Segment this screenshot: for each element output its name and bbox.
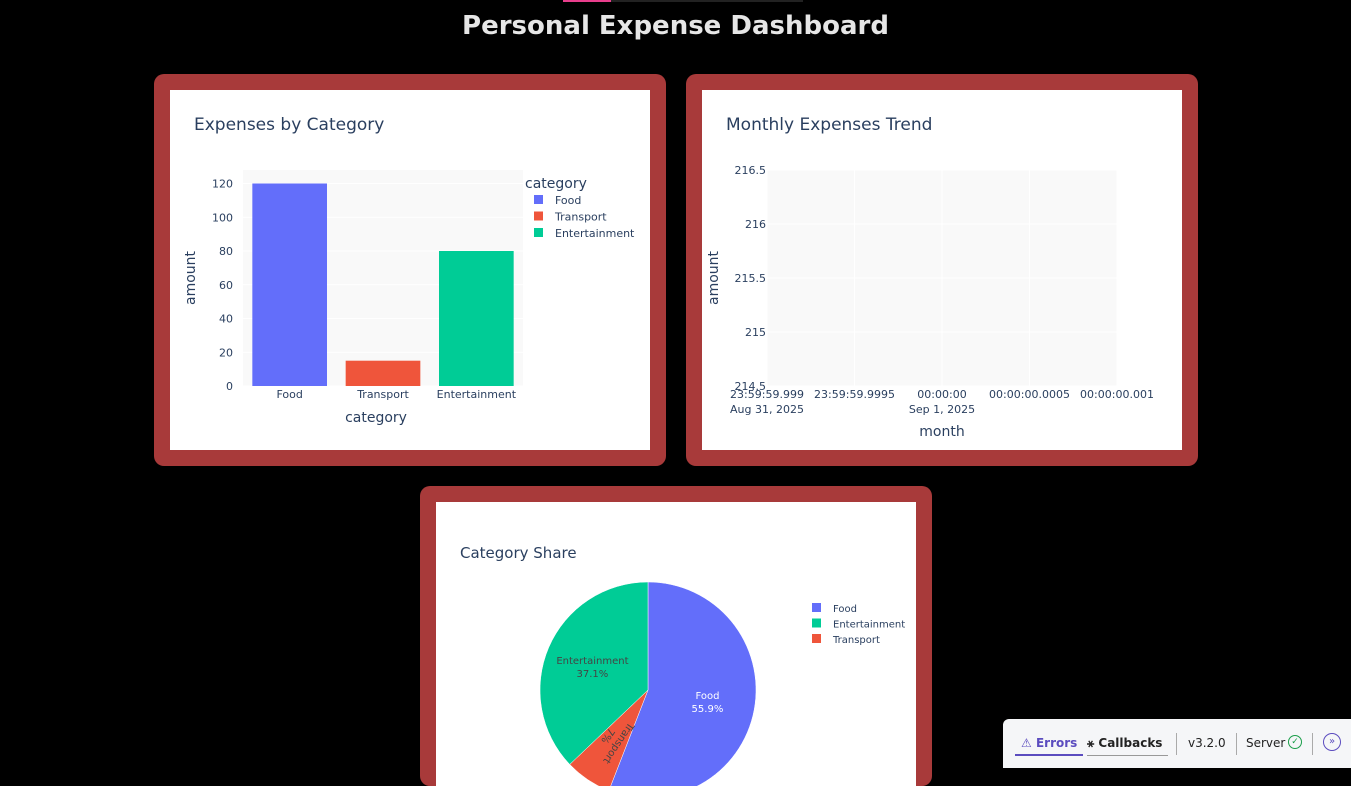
pie-slice-entertainment[interactable] (539, 581, 649, 765)
callbacks-tab[interactable]: ⚹ Callbacks (1087, 736, 1169, 756)
line-y-tick-label: 215.5 (735, 272, 767, 285)
pie-legend-item[interactable]: Food (812, 603, 857, 615)
server-label: Server (1246, 736, 1286, 750)
dev-tools-bar: ⚠ Errors ⚹ Callbacks v3.2.0 Server ✓ » (1003, 719, 1351, 768)
bar-y-axis-label: amount (183, 250, 199, 305)
bar-legend-item[interactable]: Transport (534, 211, 607, 224)
legend-swatch (812, 618, 821, 628)
bar-chart-svg: 0 20 40 60 80 100 120 Food Transport Entertainme… (183, 115, 635, 426)
check-circle-icon: ✓ (1288, 735, 1302, 749)
legend-label: Transport (554, 211, 607, 224)
bar-legend-item[interactable]: Food (534, 194, 581, 207)
bar-y-tick-label: 80 (219, 245, 233, 258)
bar-x-axis-label: category (345, 410, 407, 426)
divider (1176, 733, 1177, 755)
legend-label: Entertainment (833, 620, 905, 631)
legend-label: Food (555, 194, 581, 207)
pie-slice-percent: 55.9% (692, 704, 724, 715)
pie-chart-svg: Category Share Food55.9%Transport7%Enter… (460, 544, 905, 786)
bar-chart-plot: 0 20 40 60 80 100 120 Food Transport Entertainme… (170, 90, 650, 450)
top-progress-accent (563, 0, 611, 2)
line-x-tick-label: 00:00:00.0005 (989, 388, 1070, 401)
pie-slice-label: Food 55.9% (692, 691, 724, 715)
bar-y-tick-label: 120 (212, 178, 233, 191)
line-y-tick-label: 216.5 (735, 164, 767, 177)
line-y-tick-label: 216 (745, 218, 766, 231)
divider (1312, 733, 1313, 755)
line-x-tick-label: 23:59:59.9995 (814, 388, 895, 401)
line-x-tick-label: 23:59:59.999 (730, 388, 804, 401)
line-y-tick-label: 214.5 (735, 380, 767, 393)
line-x-tick-label: 00:00:00 (917, 388, 966, 401)
pie-legend-item[interactable]: Transport (812, 634, 880, 646)
errors-tab[interactable]: ⚠ Errors (1015, 736, 1084, 756)
divider (1236, 733, 1237, 755)
legend-swatch (534, 195, 543, 204)
bar-legend-item[interactable]: Entertainment (534, 227, 635, 240)
bar-entertainment[interactable] (439, 251, 514, 386)
bar-chart-title: Expenses by Category (194, 115, 384, 135)
legend-swatch (534, 228, 543, 237)
version-label: v3.2.0 (1188, 736, 1226, 750)
warning-icon: ⚠ (1021, 736, 1032, 750)
bar-food[interactable] (252, 183, 327, 387)
line-x-tick-sublabel: Aug 31, 2025 (730, 403, 804, 416)
pie-slice-name: Entertainment (556, 656, 628, 667)
line-y-axis-label: amount (706, 250, 722, 305)
bar-transport[interactable] (345, 360, 421, 386)
bar-y-tick-label: 0 (226, 380, 233, 393)
pie-legend-item[interactable]: Entertainment (812, 618, 905, 631)
line-chart-plot: 216.5 216 215.5 215 214.5 23:59:59.999 Aug 31… (702, 90, 1182, 450)
top-progress-line (563, 0, 803, 2)
legend-label: Food (833, 604, 857, 615)
errors-tab-label: Errors (1035, 736, 1078, 750)
legend-label: Transport (832, 635, 880, 646)
page-title: Personal Expense Dashboard (462, 11, 889, 41)
pie-chart-title: Category Share (460, 544, 577, 562)
line-chart-title: Monthly Expenses Trend (726, 115, 932, 135)
bar-y-tick-label: 60 (219, 279, 233, 292)
legend-label: Entertainment (555, 227, 635, 240)
line-y-tick-label: 215 (745, 326, 766, 339)
bar-x-tick-label: Transport (356, 388, 409, 401)
line-chart-svg: 216.5 216 215.5 215 214.5 23:59:59.999 Aug 31… (706, 115, 1154, 440)
bar-x-tick-label: Food (276, 388, 302, 401)
callbacks-tab-label: Callbacks (1098, 736, 1163, 750)
pie-slice-food[interactable] (609, 581, 757, 786)
bar-legend-title: category (525, 176, 587, 192)
line-x-tick-label: 00:00:00.001 (1080, 388, 1154, 401)
pie-chart-plot: Category Share Food 55.9% Transport 7% Enter… (436, 502, 916, 786)
legend-swatch (812, 603, 821, 612)
line-chart-card: 216.5 216 215.5 215 214.5 23:59:59.999 Aug 31… (686, 74, 1198, 466)
pie-chart-card: Category Share Food 55.9% Transport 7% Enter… (420, 486, 932, 786)
bar-y-tick-label: 40 (219, 313, 233, 326)
callbacks-icon: ⚹ (1087, 736, 1095, 750)
chevron-right-circle-icon[interactable]: » (1323, 733, 1341, 751)
pie-slice-percent: 37.1% (577, 669, 609, 680)
legend-swatch (534, 211, 543, 221)
line-x-axis-label: month (919, 424, 964, 440)
pie-slice-name: Food (695, 691, 719, 702)
bar-chart-card: 0 20 40 60 80 100 120 Food Transport Entertainme… (154, 74, 666, 466)
line-x-tick-sublabel: Sep 1, 2025 (909, 403, 975, 416)
pie-slice-label: Entertainment 37.1% (556, 656, 628, 680)
bar-y-tick-label: 100 (212, 211, 233, 224)
bar-x-tick-label: Entertainment (437, 388, 517, 401)
bar-y-tick-label: 20 (219, 346, 233, 359)
legend-swatch (812, 634, 821, 643)
